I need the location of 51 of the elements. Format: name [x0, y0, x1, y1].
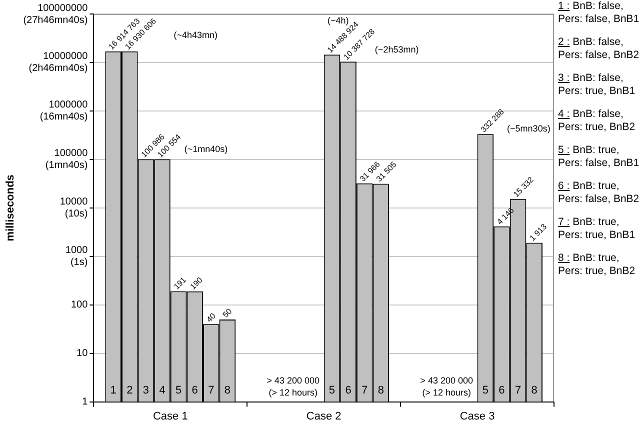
text: 5: [482, 384, 488, 396]
x-tick-label: Case 1: [152, 410, 188, 422]
annotation: (~2h53mn): [374, 44, 419, 55]
series-label: 1: [110, 384, 116, 396]
text: 6 : BnB: true, Pers: false, BnB2: [558, 180, 640, 206]
annotation: (~5mn30s): [507, 124, 550, 134]
series-label: 5: [328, 384, 336, 396]
text: 5: [175, 384, 182, 396]
x-tick-label: Case 3: [460, 410, 495, 422]
series-label: 2: [126, 384, 133, 396]
annotation: (~4h43mn): [174, 30, 218, 40]
annotation: (~4h): [328, 15, 349, 26]
text: 3 : BnB: false, Pers: true, BnB1: [558, 72, 636, 98]
text: 5 : BnB: true, Pers: false, BnB1: [558, 144, 640, 170]
data-label: 190: [188, 275, 205, 292]
y-tick-label: 100000 (1mn40s): [45, 148, 88, 172]
text: 6: [192, 384, 198, 396]
text: 2 : BnB: false, Pers: false, BnB2: [558, 36, 640, 62]
data-label: 40: [204, 311, 218, 324]
data-label: 50: [221, 306, 234, 320]
y-tick-label: 100: [70, 300, 88, 311]
annotation: > 43 200 000 (> 12 hours): [420, 376, 473, 398]
text: 8: [224, 384, 231, 396]
y-tick-label: 1000 (1s): [65, 245, 88, 268]
y-tick-label: 1: [82, 396, 88, 408]
text: 7: [514, 384, 522, 396]
annotation: (~1mn40s): [184, 144, 228, 154]
series-label: 4: [159, 384, 166, 396]
y-tick-label: 100000000 (27h46mn40s): [23, 2, 88, 26]
text: 7 : BnB: true, Pers: true, BnB1: [558, 216, 636, 242]
y-tick-label: 10: [76, 348, 88, 360]
data-label: 332 288: [479, 106, 506, 134]
data-label: 1 913: [528, 222, 549, 243]
series-label: 7: [208, 384, 214, 396]
series-label: 6: [345, 384, 352, 396]
text: 7: [362, 384, 368, 396]
y-tick-label: 1000000 (16mn40s): [40, 100, 88, 123]
data-label: 191: [172, 275, 188, 292]
text: 8: [378, 384, 384, 396]
data-label: 15 332: [512, 174, 536, 199]
annotation: > 43 200 000 (> 12 hours): [266, 376, 320, 398]
x-tick-label: Case 2: [306, 410, 342, 422]
series-label: 8: [531, 384, 538, 396]
y-axis-title: milliseconds: [4, 174, 17, 242]
text: 6: [498, 384, 505, 396]
text: 1 : BnB: false, Pers: false, BnB1: [558, 0, 640, 26]
y-tick-label: 10000000 (2h46mn40s): [28, 51, 88, 74]
text: 4 : BnB: false, Pers: true, BnB2: [558, 108, 636, 134]
y-tick-label: 10000 (10s): [60, 196, 88, 220]
text: 8 : BnB: true, Pers: true, BnB2: [558, 252, 636, 278]
series-label: 3: [142, 384, 150, 396]
